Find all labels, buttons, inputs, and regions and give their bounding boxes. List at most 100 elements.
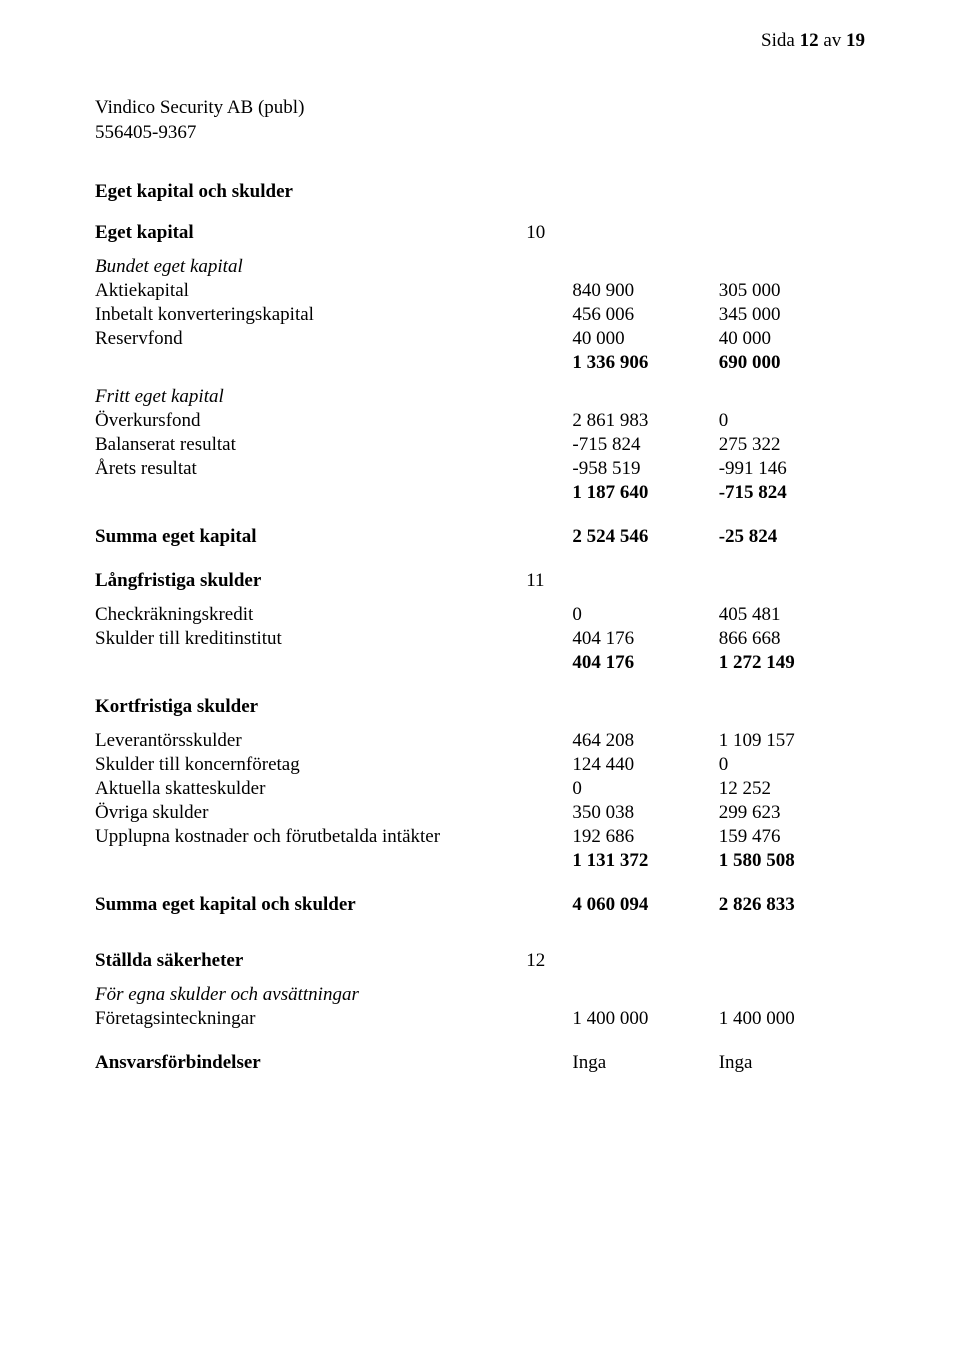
value-col2: 1 109 157 [719, 729, 865, 753]
heading-eget-kapital-och-skulder: Eget kapital och skulder [95, 181, 865, 203]
page-total: 19 [846, 30, 865, 51]
row-ansvarsforbindelser: Ansvarsförbindelser Inga Inga [95, 1051, 865, 1075]
row-ovriga-skulder: Övriga skulder 350 038 299 623 [95, 801, 865, 825]
page-prefix: Sida [761, 30, 800, 51]
row-inbetalt: Inbetalt konverteringskapital 456 006 34… [95, 303, 865, 327]
label: Långfristiga skulder [95, 569, 526, 593]
label: Aktuella skatteskulder [95, 777, 526, 801]
value-col2: 275 322 [719, 433, 865, 457]
label: Aktiekapital [95, 279, 526, 303]
value-col1: 1 336 906 [572, 351, 718, 375]
value-col1: Inga [572, 1051, 718, 1075]
label: Övriga skulder [95, 801, 526, 825]
value-col2: 305 000 [719, 279, 865, 303]
label: Kortfristiga skulder [95, 695, 526, 719]
value-col1: 2 861 983 [572, 409, 718, 433]
value-col2: -991 146 [719, 457, 865, 481]
value-col2: 159 476 [719, 825, 865, 849]
value-col2: 0 [719, 409, 865, 433]
label-eget-kapital: Eget kapital [95, 221, 526, 245]
value-col2: 690 000 [719, 351, 865, 375]
row-summa-total: Summa eget kapital och skulder 4 060 094… [95, 893, 865, 917]
row-bundet-eget-kapital: Bundet eget kapital [95, 255, 865, 279]
label: Överkursfond [95, 409, 526, 433]
value-col1: 404 176 [572, 651, 718, 675]
row-foretagsinteckningar: Företagsinteckningar 1 400 000 1 400 000 [95, 1007, 865, 1031]
value-col1: 0 [572, 603, 718, 627]
value-col1: 404 176 [572, 627, 718, 651]
value-col2: -715 824 [719, 481, 865, 505]
value-col1: 2 524 546 [572, 525, 718, 549]
value-col2: 2 826 833 [719, 893, 865, 917]
row-skulder-kreditinstitut: Skulder till kreditinstitut 404 176 866 … [95, 627, 865, 651]
label: Summa eget kapital och skulder [95, 893, 526, 917]
company-name: Vindico Security AB (publ) [95, 96, 865, 121]
value-col2: 866 668 [719, 627, 865, 651]
value-col2: 345 000 [719, 303, 865, 327]
label: Reservfond [95, 327, 526, 351]
row-overkursfond: Överkursfond 2 861 983 0 [95, 409, 865, 433]
note-langfristiga: 11 [526, 569, 572, 593]
value-col2: 0 [719, 753, 865, 777]
value-col2: 1 400 000 [719, 1007, 865, 1031]
value-col1: 1 400 000 [572, 1007, 718, 1031]
row-reservfond: Reservfond 40 000 40 000 [95, 327, 865, 351]
value-col1: 1 131 372 [572, 849, 718, 873]
value-col2: 40 000 [719, 327, 865, 351]
row-leverantorsskulder: Leverantörsskulder 464 208 1 109 157 [95, 729, 865, 753]
value-col1: 124 440 [572, 753, 718, 777]
value-col2: 1 580 508 [719, 849, 865, 873]
value-col2: 299 623 [719, 801, 865, 825]
row-bundet-sum: 1 336 906 690 000 [95, 351, 865, 375]
page-number: Sida 12 av 19 [95, 30, 865, 52]
row-arets-resultat: Årets resultat -958 519 -991 146 [95, 457, 865, 481]
financial-table: Eget kapital 10 Bundet eget kapital Akti… [95, 211, 865, 1075]
value-col1: -715 824 [572, 433, 718, 457]
row-fritt-eget-kapital: Fritt eget kapital [95, 385, 865, 409]
row-langfristiga-skulder: Långfristiga skulder 11 [95, 569, 865, 593]
value-col1: 840 900 [572, 279, 718, 303]
row-balanserat: Balanserat resultat -715 824 275 322 [95, 433, 865, 457]
label: Balanserat resultat [95, 433, 526, 457]
label: Skulder till koncernföretag [95, 753, 526, 777]
label-fritt: Fritt eget kapital [95, 385, 526, 409]
label: Summa eget kapital [95, 525, 526, 549]
label: Checkräkningskredit [95, 603, 526, 627]
page-current: 12 [800, 30, 819, 51]
label: För egna skulder och avsättningar [95, 983, 526, 1007]
row-kortfristiga-skulder: Kortfristiga skulder [95, 695, 865, 719]
label: Inbetalt konverteringskapital [95, 303, 526, 327]
label-bundet: Bundet eget kapital [95, 255, 526, 279]
value-col1: 456 006 [572, 303, 718, 327]
label: Ställda säkerheter [95, 949, 526, 973]
row-skulder-koncern: Skulder till koncernföretag 124 440 0 [95, 753, 865, 777]
row-fritt-sum: 1 187 640 -715 824 [95, 481, 865, 505]
row-checkkredit: Checkräkningskredit 0 405 481 [95, 603, 865, 627]
row-stallda-sakerheter: Ställda säkerheter 12 [95, 949, 865, 973]
value-col1: 0 [572, 777, 718, 801]
row-langfristiga-sum: 404 176 1 272 149 [95, 651, 865, 675]
row-aktiekapital: Aktiekapital 840 900 305 000 [95, 279, 865, 303]
value-col1: 40 000 [572, 327, 718, 351]
value-col1: 192 686 [572, 825, 718, 849]
value-col1: 1 187 640 [572, 481, 718, 505]
company-orgnr: 556405-9367 [95, 121, 865, 146]
label: Upplupna kostnader och förutbetalda intä… [95, 825, 526, 849]
page-container: Sida 12 av 19 Vindico Security AB (publ)… [0, 0, 960, 1356]
value-col2: Inga [719, 1051, 865, 1075]
label: Årets resultat [95, 457, 526, 481]
label: Skulder till kreditinstitut [95, 627, 526, 651]
row-kortfristiga-sum: 1 131 372 1 580 508 [95, 849, 865, 873]
value-col2: 405 481 [719, 603, 865, 627]
note-eget-kapital: 10 [526, 221, 572, 245]
company-block: Vindico Security AB (publ) 556405-9367 [95, 96, 865, 145]
row-for-egna-skulder: För egna skulder och avsättningar [95, 983, 865, 1007]
row-aktuella-skatteskulder: Aktuella skatteskulder 0 12 252 [95, 777, 865, 801]
label: Leverantörsskulder [95, 729, 526, 753]
label: Ansvarsförbindelser [95, 1051, 526, 1075]
row-upplupna: Upplupna kostnader och förutbetalda intä… [95, 825, 865, 849]
value-col1: 464 208 [572, 729, 718, 753]
note-stallda: 12 [526, 949, 572, 973]
value-col2: 1 272 149 [719, 651, 865, 675]
value-col2: -25 824 [719, 525, 865, 549]
